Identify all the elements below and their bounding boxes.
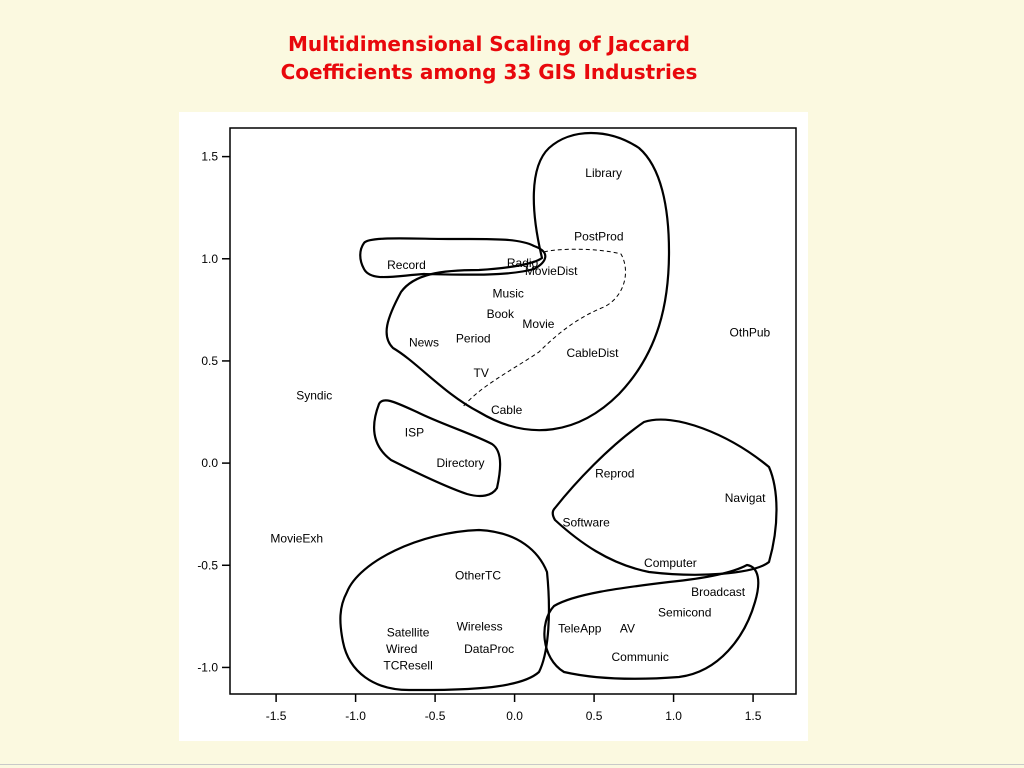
x-tick-label: 0.0 — [506, 709, 523, 723]
point-label: Cable — [491, 403, 523, 417]
point-label: Communic — [612, 650, 669, 664]
y-tick-label: 1.5 — [201, 150, 218, 164]
x-tick-label: -1.0 — [345, 709, 366, 723]
point-label: CableDist — [566, 346, 619, 360]
y-tick-label: 0.5 — [201, 354, 218, 368]
point-label: Library — [585, 166, 622, 180]
mds-scatter-chart: -1.5 -1.0 -0.5 0.0 0.5 1.0 1.5 1.5 1.0 0.5 0.0 -0.5… — [197, 127, 797, 723]
point-labels: Library PostProd Radio Record MovieDistMusic… — [270, 166, 770, 672]
point-label: Movie — [522, 317, 554, 331]
plot-frame — [229, 127, 797, 695]
axes: -1.5 -1.0 -0.5 0.0 0.5 1.0 1.5 1.5 1.0 0.5 0.0 -0.5… — [197, 150, 761, 723]
x-tick-label: 1.0 — [665, 709, 682, 723]
cluster-software-outline — [551, 418, 778, 576]
cluster-othertc-outline — [339, 528, 550, 692]
slide-bottom-rule — [0, 764, 1024, 765]
point-label: Satellite — [387, 626, 430, 640]
x-tick-label: 0.5 — [586, 709, 603, 723]
x-tick-label: 1.5 — [745, 709, 762, 723]
point-label: Computer — [644, 556, 697, 570]
point-label: TV — [474, 366, 489, 380]
moviedist-dashed-boundary — [461, 248, 626, 409]
point-label: Semicond — [658, 605, 711, 619]
point-label: Wireless — [457, 620, 503, 634]
point-label: PostProd — [574, 229, 623, 243]
chart-panel: -1.5 -1.0 -0.5 0.0 0.5 1.0 1.5 1.5 1.0 0.5 0.0 -0.5… — [179, 112, 808, 741]
point-label: Book — [487, 307, 515, 321]
point-label: Broadcast — [691, 585, 746, 599]
point-label: ISP — [405, 425, 424, 439]
x-tick-label: -0.5 — [425, 709, 446, 723]
point-label: News — [409, 336, 439, 350]
point-label: DataProc — [464, 642, 514, 656]
point-label: Music — [493, 287, 524, 301]
point-label: MovieExh — [270, 532, 323, 546]
point-label: Software — [562, 515, 610, 529]
point-label: Reprod — [595, 466, 634, 480]
y-tick-label: 1.0 — [201, 252, 218, 266]
point-label: MovieDist — [525, 264, 578, 278]
x-tick-label: -1.5 — [266, 709, 287, 723]
cluster-communic-outline — [543, 563, 760, 680]
point-label: Directory — [437, 456, 485, 470]
cluster-record-outline — [359, 237, 547, 279]
chart-title-line-1: Multidimensional Scaling of Jaccard — [288, 32, 690, 56]
point-label: TCResell — [383, 658, 432, 672]
point-label: Period — [456, 331, 491, 345]
point-label: OthPub — [730, 325, 771, 339]
y-tick-label: 0.0 — [201, 456, 218, 470]
cluster-library-outline — [385, 132, 671, 432]
point-label: Radio — [507, 256, 539, 270]
point-label: AV — [620, 622, 635, 636]
point-label: Navigat — [725, 491, 766, 505]
chart-title-line-2: Coefficients among 33 GIS Industries — [280, 60, 698, 84]
cluster-isp-outline — [373, 399, 502, 498]
point-label: Syndic — [296, 389, 332, 403]
point-label: OtherTC — [455, 568, 501, 582]
chart-title: Multidimensional Scaling of Jaccard Coef… — [0, 30, 978, 86]
point-label: Wired — [386, 642, 417, 656]
point-label: Record — [387, 258, 426, 272]
y-tick-label: -0.5 — [197, 558, 218, 572]
y-tick-label: -1.0 — [197, 660, 218, 674]
point-label: TeleApp — [558, 622, 602, 636]
